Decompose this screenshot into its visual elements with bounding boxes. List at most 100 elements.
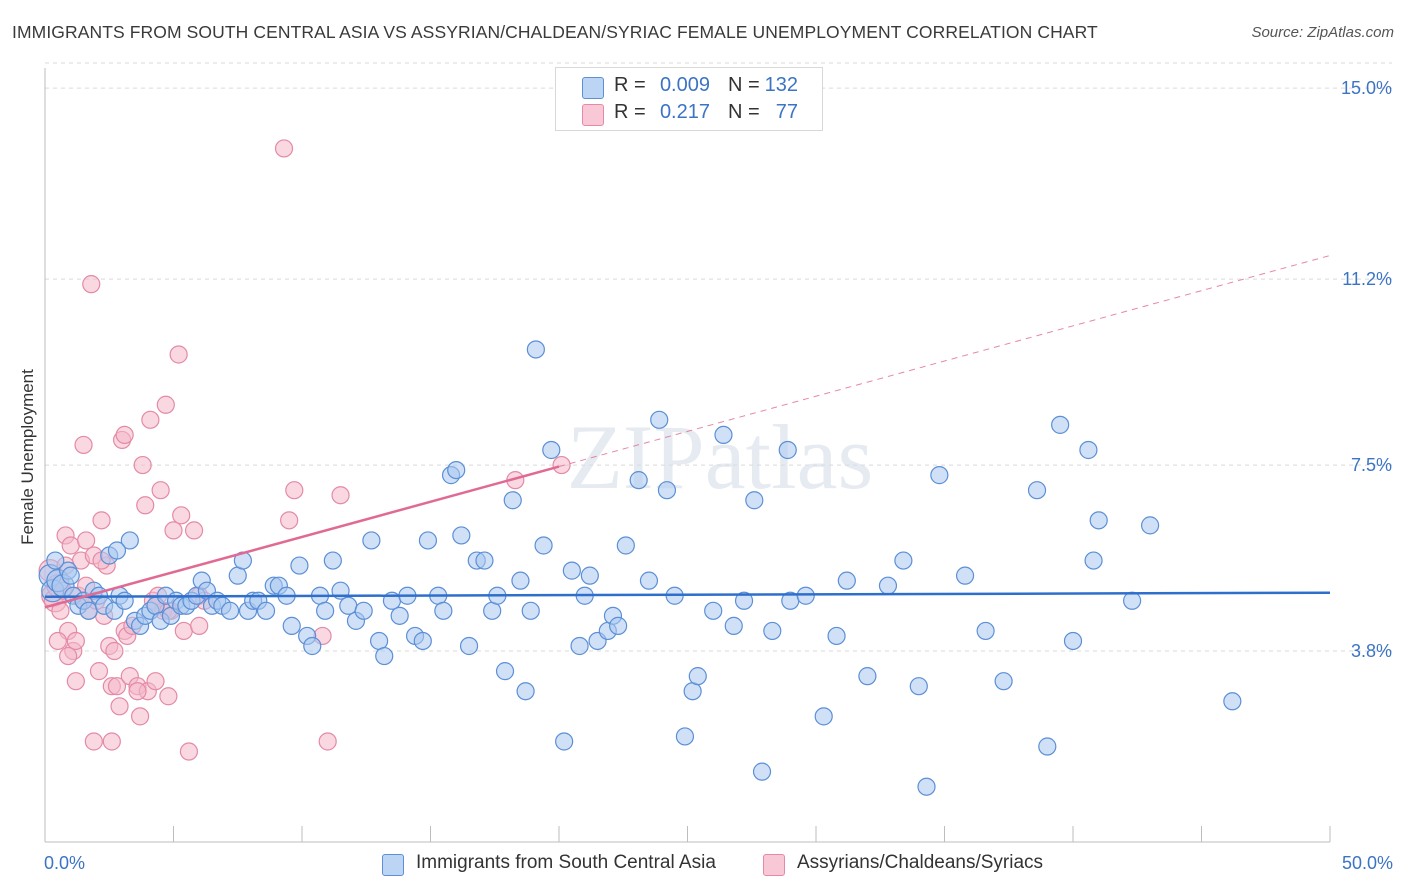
blue-data-point [459,636,479,656]
legend-swatch-pink [582,104,604,126]
pink-data-point [141,410,160,429]
pink-data-point [552,455,571,475]
grid-layer [45,62,1392,652]
blue-data-point [917,777,936,796]
pink-data-point [169,345,188,364]
blue-data-point [1140,516,1160,535]
pink-data-point [179,742,199,761]
y-tick-label: 3.8% [1351,641,1392,661]
blue-data-point [814,707,833,726]
blue-data-point [704,601,723,620]
legend-row-blue: R = 0.009 N = 132 [556,74,822,102]
blue-data-point [1123,591,1142,610]
blue-data-point [570,636,589,656]
pink-series-layer [38,139,571,761]
blue-data-point [323,551,342,570]
y-tick-label: 11.2% [1342,269,1392,289]
blue-data-point [1079,440,1098,460]
blue-data-point [362,531,381,550]
blue-data-point [562,561,581,580]
pink-data-point [59,646,78,666]
pink-data-point [190,616,209,635]
blue-data-point [778,440,797,460]
blue-data-point [220,601,240,620]
chart-title: IMMIGRANTS FROM SOUTH CENTRAL ASIA VS AS… [12,22,1098,42]
blue-data-point [475,551,494,570]
blue-data-point [555,732,574,751]
pink-data-point [159,687,178,706]
blue-data-point [511,571,530,590]
blue-data-point [955,566,975,585]
blue-data-point [228,566,247,585]
legend-r-value: 0.009 [659,74,710,96]
pink-data-point [133,455,152,475]
blue-data-point [858,667,877,686]
pink-data-point [84,732,103,751]
pink-data-point [48,631,67,651]
tick-label-layer: 3.8% 7.5% 11.2% 15.0% 0.0% 50.0% [44,78,1393,873]
legend-r-value: 0.217 [659,101,710,123]
blue-trend-line [44,591,1331,598]
pink-data-point [89,662,109,681]
legend-n-value: 77 [775,101,798,123]
blue-data-point [1223,692,1242,711]
blue-data-point [994,672,1013,691]
pink-data-point [130,707,150,726]
pink-data-point [102,732,121,751]
blue-data-point [616,536,635,555]
trend-layer [44,255,1331,609]
y-tick-label: 15.0% [1341,78,1392,98]
blue-data-point [534,536,553,555]
blue-data-point [1051,415,1070,434]
source-credit: Source: ZipAtlas.com [1251,24,1394,41]
legend-r-label: R = [614,74,646,96]
blue-data-point [724,616,743,635]
pink-data-point [74,435,93,455]
bottom-legend-swatch-pink [763,854,785,876]
blue-data-point [61,566,80,585]
pink-data-point [156,395,175,414]
blue-data-point [714,425,733,445]
blue-data-point [650,410,669,429]
legend-n-value: 132 [764,74,798,96]
blue-data-point [79,601,98,620]
blue-data-point [976,621,995,641]
blue-data-point [107,541,127,560]
blue-data-point [909,677,928,696]
blue-data-point [752,762,772,781]
blue-data-point [256,601,276,620]
blue-data-point [796,586,815,605]
blue-data-point [495,662,515,681]
legend-row-pink: R = 0.217 N = 77 [556,101,822,129]
axis-layer [44,68,1331,843]
pink-data-point [146,672,165,691]
pink-data-point [172,506,191,525]
blue-data-point [1084,551,1103,570]
blue-data-point [290,556,309,575]
blue-data-point [827,626,846,646]
blue-data-point [282,616,301,635]
blue-data-point [542,440,561,460]
pink-data-point [128,682,147,701]
pink-data-point [66,631,85,651]
blue-data-point [837,571,856,590]
blue-data-point [413,631,432,651]
blue-data-point [639,571,659,590]
blue-data-point [745,491,764,510]
pink-data-point [77,531,96,550]
blue-data-point [763,621,782,641]
pink-data-point [107,677,127,696]
blue-data-point [526,340,545,359]
x-tick-label: 50.0% [1342,853,1393,873]
pink-data-point [174,621,193,641]
pink-data-point [92,511,111,530]
blue-data-point [390,606,409,625]
blue-data-point [629,471,648,490]
blue-data-point [115,591,134,610]
pink-data-point [61,536,80,555]
blue-series-layer [38,340,1242,796]
blue-data-point [683,682,702,701]
pink-data-point [331,486,350,505]
blue-data-point [521,601,540,620]
